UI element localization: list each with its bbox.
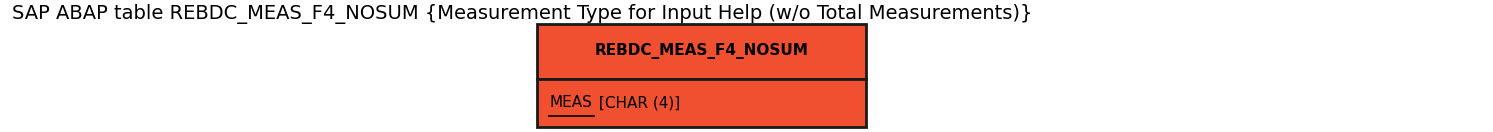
FancyBboxPatch shape (537, 24, 866, 79)
Text: MEAS: MEAS (549, 95, 593, 110)
Text: REBDC_MEAS_F4_NOSUM: REBDC_MEAS_F4_NOSUM (594, 43, 809, 60)
Text: [CHAR (4)]: [CHAR (4)] (594, 95, 681, 110)
Text: SAP ABAP table REBDC_MEAS_F4_NOSUM {Measurement Type for Input Help (w/o Total M: SAP ABAP table REBDC_MEAS_F4_NOSUM {Meas… (12, 4, 1033, 24)
FancyBboxPatch shape (537, 79, 866, 127)
